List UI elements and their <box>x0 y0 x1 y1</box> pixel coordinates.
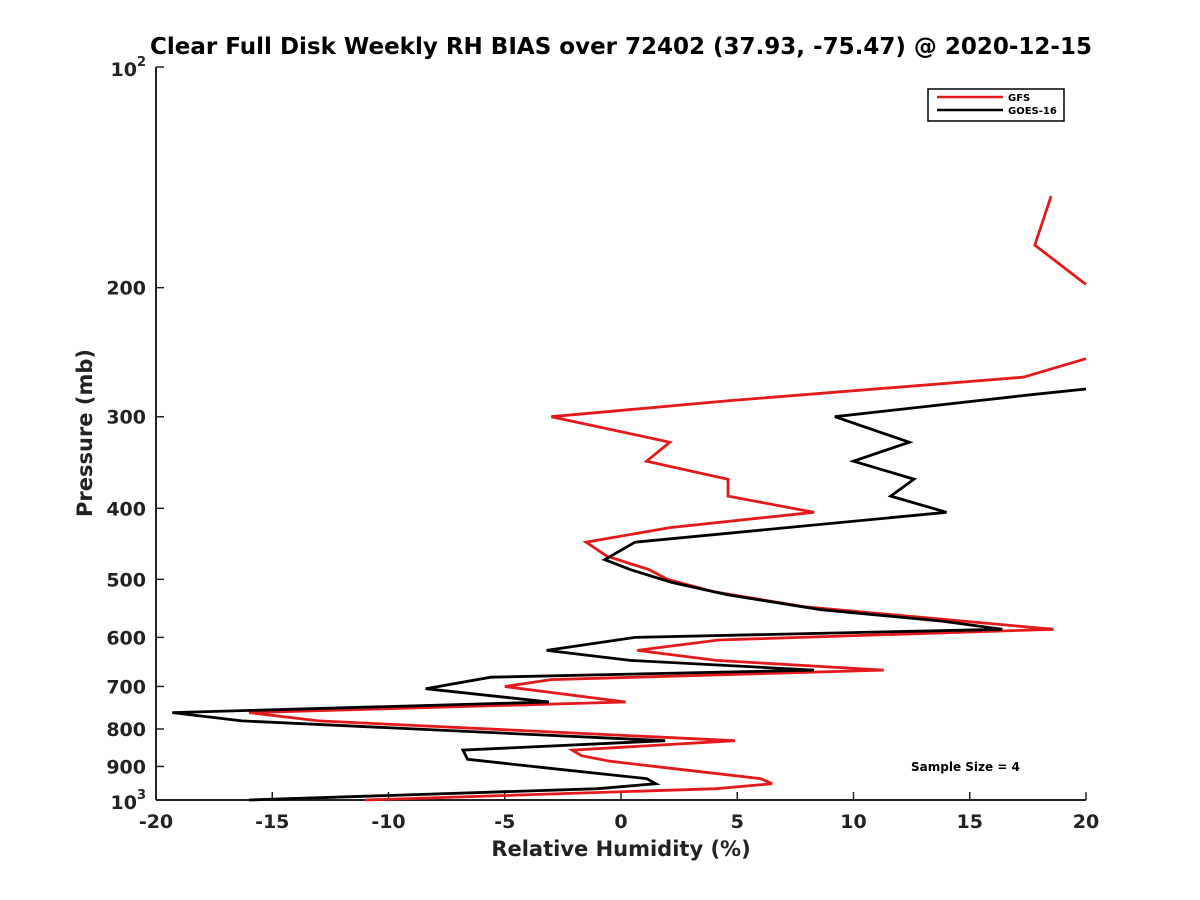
x-tick-label: -20 <box>139 811 173 833</box>
y-tick-label: 500 <box>106 569 146 591</box>
y-tick-label: 600 <box>106 627 146 649</box>
y-tick-label: 102 <box>111 55 147 81</box>
x-ticks: -20 -15 -10 -5 0 5 10 15 20 <box>139 792 1099 833</box>
legend: GFS GOES-16 <box>927 88 1065 122</box>
x-tick-label: 5 <box>731 811 744 833</box>
y-axis-label: Pressure (mb) <box>73 349 97 517</box>
legend-label-gfs: GFS <box>1008 93 1030 104</box>
axes <box>155 67 1086 801</box>
plot-lines <box>172 195 1087 802</box>
y-tick-label: 300 <box>106 407 146 429</box>
sample-size-annotation: Sample Size = 4 <box>911 760 1020 774</box>
y-tick-base: 10 <box>111 792 137 814</box>
legend-box <box>927 88 1065 122</box>
x-tick-label: -5 <box>494 811 515 833</box>
legend-label-goes16: GOES-16 <box>1008 106 1057 117</box>
x-tick-label: 10 <box>840 811 866 833</box>
x-axis-label: Relative Humidity (%) <box>491 837 750 861</box>
y-tick-base: 10 <box>111 59 137 81</box>
y-tick-label: 200 <box>106 278 146 300</box>
chart-title: Clear Full Disk Weekly RH BIAS over 7240… <box>150 34 1092 60</box>
series-line-goes16 <box>172 387 1087 802</box>
x-tick-label: -10 <box>371 811 405 833</box>
y-tick-label: 103 <box>111 788 147 814</box>
y-tick-exponent: 2 <box>137 55 146 70</box>
x-tick-label: 15 <box>957 811 983 833</box>
y-tick-exponent: 3 <box>137 788 146 803</box>
y-tick-label: 800 <box>106 719 146 741</box>
series-line-gfs <box>1033 195 1087 286</box>
y-tick-label: 400 <box>106 498 146 520</box>
y-tick-label: 900 <box>106 756 146 778</box>
x-tick-label: 0 <box>614 811 627 833</box>
series-line-gfs <box>248 357 1087 802</box>
y-tick-label: 700 <box>106 676 146 698</box>
x-tick-label: -15 <box>255 811 289 833</box>
x-tick-label: 20 <box>1073 811 1099 833</box>
